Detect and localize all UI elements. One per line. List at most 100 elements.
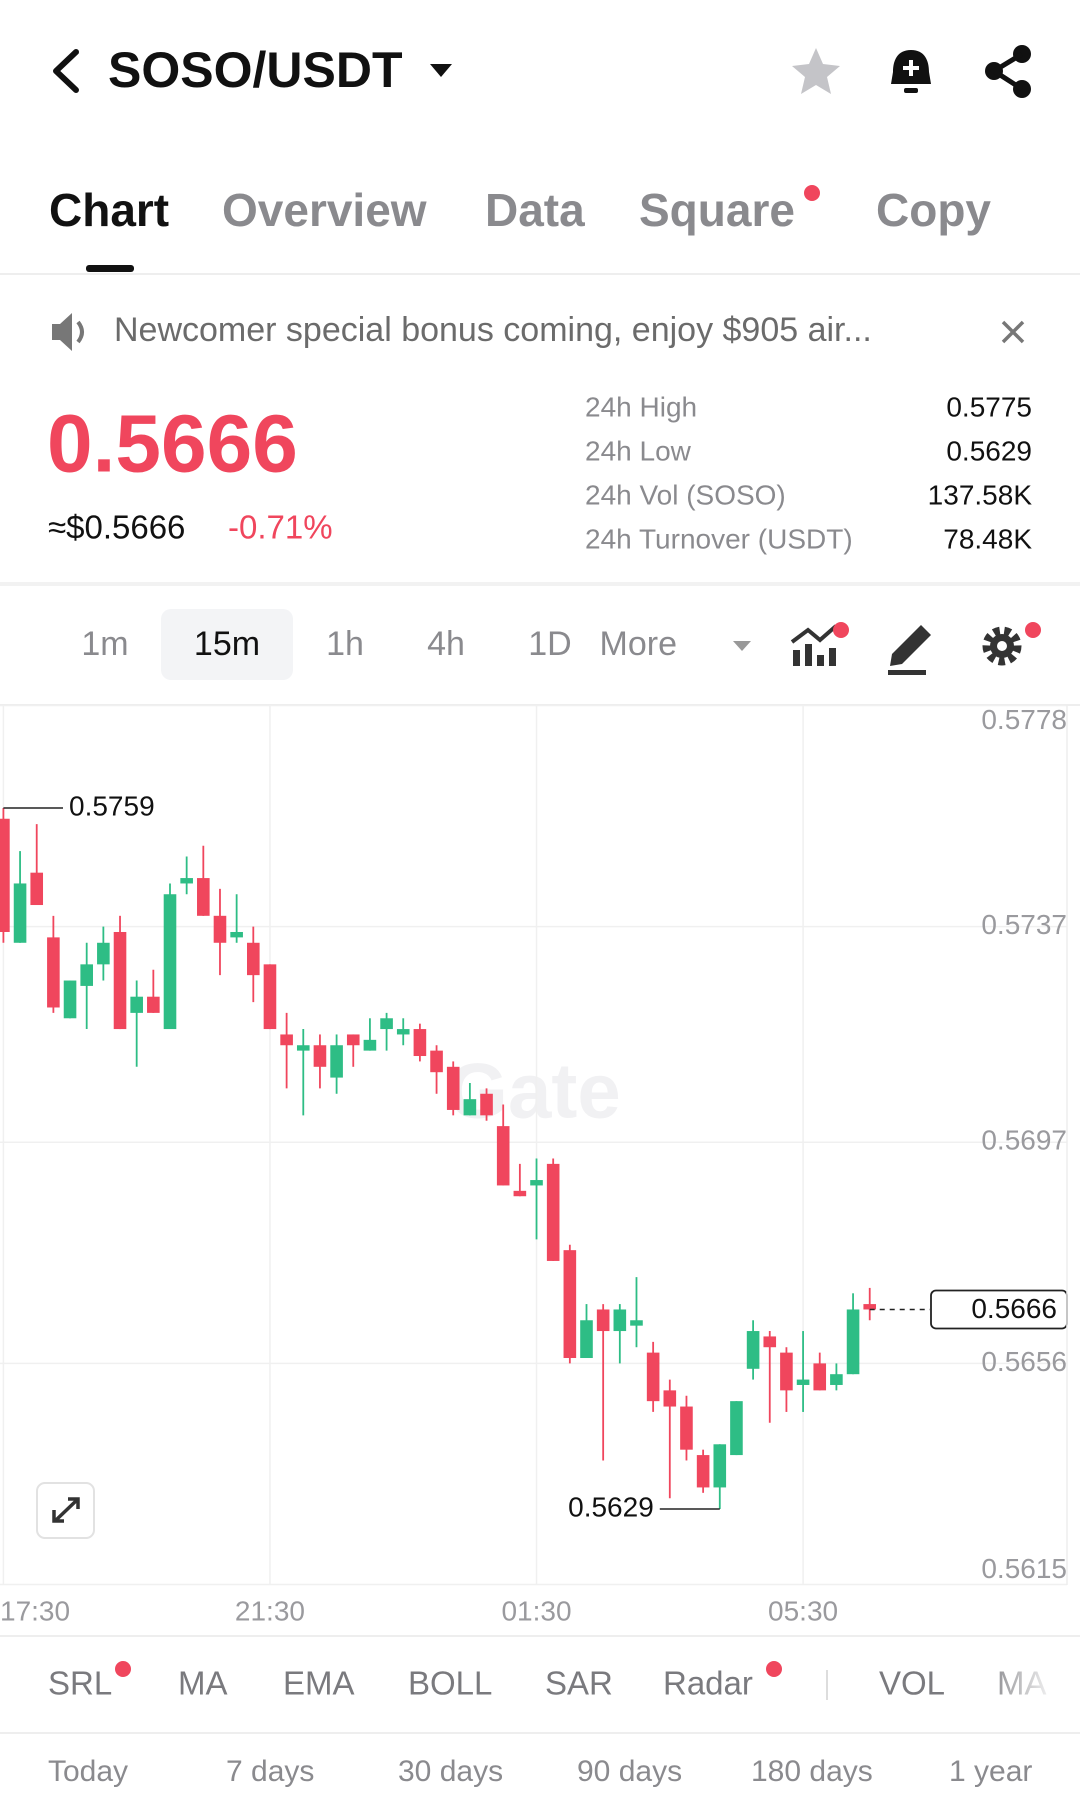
candle-body [0, 818, 10, 932]
period[interactable]: 7 days [226, 1755, 314, 1788]
fade [980, 1650, 1080, 1720]
selected-interval-bg [161, 609, 293, 680]
candle-body [680, 1406, 693, 1450]
y-tick-label: 0.5615 [981, 1553, 1067, 1584]
more-dropdown[interactable] [733, 641, 751, 651]
pair-dropdown[interactable] [430, 64, 452, 77]
candle-body [663, 1390, 677, 1407]
indicator-icon[interactable] [790, 622, 849, 666]
candle-body [213, 915, 227, 943]
candle-body [546, 1163, 560, 1261]
back-button[interactable] [53, 49, 79, 93]
divider [0, 582, 1080, 586]
tab[interactable]: Overview [222, 184, 427, 236]
indicator-dot [115, 1661, 131, 1677]
period[interactable]: 90 days [577, 1755, 682, 1788]
candlestick-chart: Gate 0.5778 0.5737 0.5697 0.5656 0.5615 17:30… [0, 704, 1068, 1626]
draw-icon[interactable] [888, 625, 931, 675]
period[interactable]: Today [48, 1755, 128, 1788]
candle-body [330, 1045, 343, 1078]
candle-body [197, 878, 210, 916]
stats: 24h High 0.5775 24h Low 0.5629 24h Vol (SOSO… [585, 391, 1032, 554]
candle-body [430, 1050, 443, 1073]
period[interactable]: 30 days [398, 1755, 503, 1788]
candle-body [463, 1099, 477, 1116]
candle-body [446, 1066, 460, 1110]
notice-close[interactable] [1001, 320, 1025, 344]
tab[interactable]: Copy [876, 184, 991, 236]
candle-body [130, 996, 143, 1013]
indicator[interactable]: SRL [48, 1665, 112, 1702]
candle-body [530, 1180, 543, 1186]
active-tab-indicator [86, 265, 134, 272]
candle-body [113, 931, 127, 1030]
candle-body [13, 883, 27, 943]
tab[interactable]: Chart [49, 184, 169, 236]
stat-value: 137.58K [928, 479, 1033, 510]
last-price: 0.5666 [47, 399, 298, 490]
notice-text[interactable]: Newcomer special bonus coming, enjoy $90… [114, 311, 872, 349]
candle-body [30, 872, 44, 906]
candle-body [247, 942, 260, 976]
stat-value: 78.48K [943, 523, 1032, 554]
candle-body [313, 1045, 327, 1067]
candle-body [163, 894, 177, 1030]
tab[interactable]: Data [485, 184, 585, 236]
indicator[interactable]: SAR [545, 1665, 613, 1702]
period[interactable]: 180 days [751, 1755, 873, 1788]
stat-label: 24h Turnover (USDT) [585, 523, 853, 554]
candle-body [830, 1374, 843, 1385]
x-tick-label: 01:30 [501, 1595, 571, 1626]
candle-body [780, 1352, 793, 1391]
indicator-dot [766, 1661, 782, 1677]
indicator[interactable]: VOL [879, 1665, 945, 1702]
favorite-icon[interactable] [792, 48, 840, 94]
candle-body [413, 1029, 427, 1057]
candle-body [147, 996, 160, 1013]
stat-label: 24h High [585, 391, 697, 422]
candle-body [796, 1379, 810, 1385]
period[interactable]: 1 year [949, 1755, 1032, 1788]
candle-body [813, 1363, 827, 1391]
tab[interactable]: Square [639, 184, 795, 236]
stat-label: 24h Low [585, 435, 692, 466]
candle-body [646, 1352, 660, 1402]
candle-body [846, 1309, 860, 1375]
alert-icon[interactable] [891, 50, 931, 93]
interval[interactable]: 1m [81, 625, 128, 663]
interval[interactable]: More [600, 625, 677, 663]
candle-body [713, 1444, 727, 1488]
pair-title[interactable]: SOSO/USDT [108, 42, 402, 98]
share-icon[interactable] [985, 45, 1031, 98]
candle-body [97, 942, 110, 965]
candle-body [296, 1045, 310, 1051]
expand-button[interactable] [36, 1482, 95, 1539]
candle-body [380, 1018, 393, 1030]
indicator[interactable]: MA [178, 1665, 228, 1702]
notice-icon [52, 313, 84, 351]
candle-body [763, 1336, 777, 1348]
interval[interactable]: 1D [528, 625, 571, 663]
interval[interactable]: 1h [326, 625, 364, 663]
candle-body [496, 1126, 510, 1186]
y-tick-label: 0.5656 [981, 1346, 1067, 1377]
indicator[interactable]: BOLL [408, 1665, 492, 1702]
x-tick-label: 17:30 [0, 1595, 70, 1626]
usd-price: ≈$0.5666 [48, 509, 185, 546]
indicator[interactable]: Radar [663, 1665, 753, 1702]
interval[interactable]: 4h [427, 625, 465, 663]
interval[interactable]: 15m [194, 625, 260, 663]
x-tick-label: 21:30 [235, 1595, 305, 1626]
candle-body [63, 980, 77, 1019]
x-tick-label: 05:30 [768, 1595, 838, 1626]
candle-body [396, 1029, 410, 1035]
candle-body [630, 1320, 643, 1326]
candle-body [580, 1320, 593, 1359]
candle-body [230, 931, 243, 938]
interval-bar: 1m 15m 1h 4h 1D More [81, 625, 677, 663]
settings-icon[interactable] [982, 622, 1041, 666]
y-tick-label: 0.5778 [981, 704, 1067, 735]
indicator[interactable]: EMA [283, 1665, 355, 1702]
